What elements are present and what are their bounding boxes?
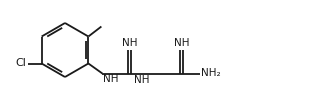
Text: Cl: Cl — [16, 58, 26, 69]
Text: NH: NH — [122, 38, 138, 48]
Text: NH: NH — [103, 74, 119, 84]
Text: NH: NH — [174, 38, 190, 48]
Text: NH: NH — [134, 75, 149, 85]
Text: NH₂: NH₂ — [201, 69, 221, 79]
